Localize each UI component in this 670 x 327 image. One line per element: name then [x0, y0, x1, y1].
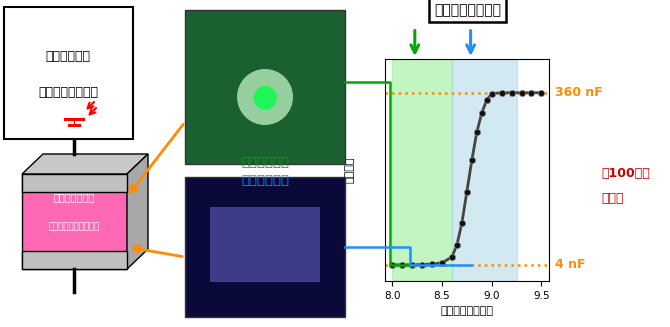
Bar — [185, 10, 345, 164]
Bar — [452, 59, 517, 281]
Bar — [22, 174, 127, 192]
Text: 約100倍の: 約100倍の — [601, 167, 650, 181]
Text: 光応答性強誘電: 光応答性強誘電 — [54, 192, 94, 202]
Text: ●: ● — [252, 82, 278, 112]
Bar — [210, 207, 320, 282]
Text: 4 nF: 4 nF — [555, 258, 586, 271]
Bar — [22, 174, 127, 269]
Bar — [185, 177, 345, 317]
Text: 静電容量の光変調: 静電容量の光変調 — [433, 3, 500, 17]
FancyBboxPatch shape — [4, 7, 133, 139]
Text: 青色光の照射: 青色光の照射 — [241, 174, 289, 187]
Text: 今回実現した: 今回実現した — [46, 50, 90, 63]
Text: 緑色光の照射: 緑色光の照射 — [241, 156, 289, 169]
Text: フォトコンデンサ: フォトコンデンサ — [38, 85, 98, 98]
Bar — [22, 251, 127, 269]
X-axis label: 光照射時間（秒）: 光照射時間（秒） — [441, 306, 494, 317]
Text: ネマチック液晶混合物: ネマチック液晶混合物 — [48, 222, 100, 232]
Text: 大変調: 大変調 — [601, 192, 624, 205]
Polygon shape — [127, 154, 148, 269]
Bar — [392, 59, 452, 281]
Polygon shape — [22, 154, 148, 174]
Text: 360 nF: 360 nF — [555, 86, 603, 99]
Circle shape — [237, 69, 293, 125]
Circle shape — [58, 106, 90, 138]
Text: 静電容量: 静電容量 — [344, 157, 354, 183]
